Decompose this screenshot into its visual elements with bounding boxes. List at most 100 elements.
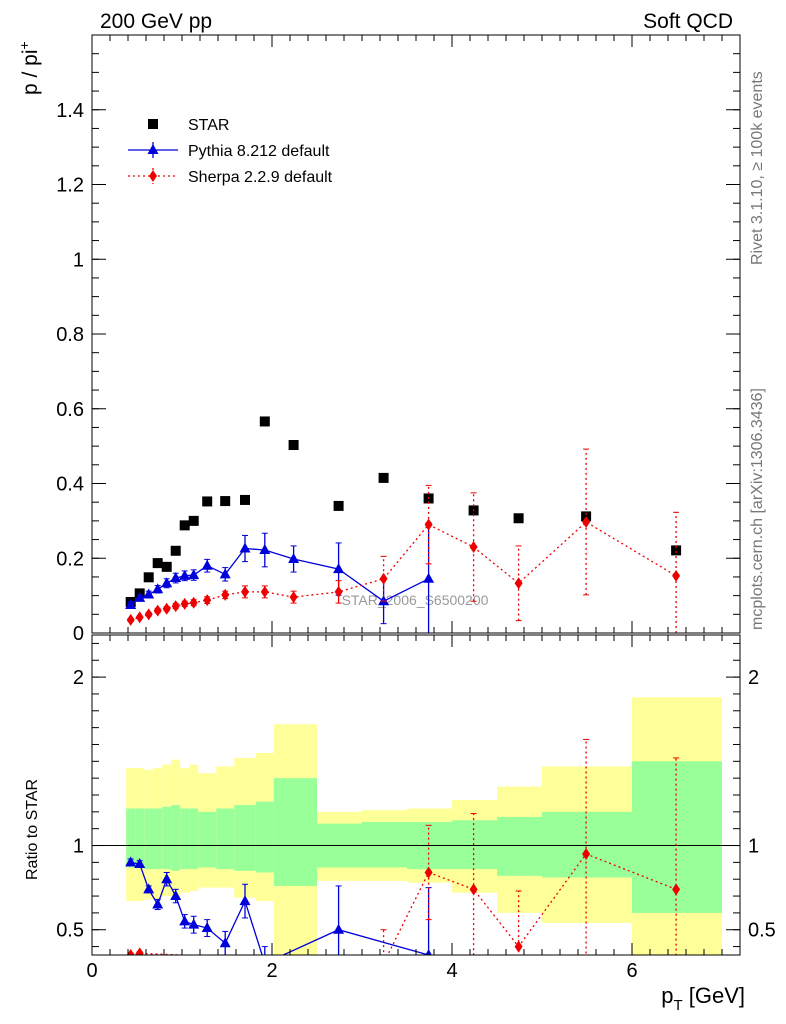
data-point xyxy=(170,545,181,556)
ratio-point xyxy=(424,866,433,879)
data-point xyxy=(221,588,230,601)
legend-label: Sherpa 2.2.9 default xyxy=(188,169,333,186)
legend-entry-2: Sherpa 2.2.9 default xyxy=(128,168,333,186)
main-y-tick-labels: 0 0.2 0.4 0.6 0.8 1 1.2 1.4 xyxy=(56,100,84,645)
data-point xyxy=(179,569,191,580)
data-point xyxy=(259,416,270,427)
data-point xyxy=(240,494,250,505)
data-point xyxy=(514,577,523,590)
data-point xyxy=(259,544,271,555)
ratio-point xyxy=(672,883,681,896)
main-panel: 00.20.40.60.811.21.4 STAR_2006_S6500200 … xyxy=(16,34,741,645)
x-axis-label-sub: T xyxy=(673,997,682,1014)
series-0 xyxy=(125,416,682,607)
legend-marker xyxy=(147,144,159,154)
band-green xyxy=(198,811,217,868)
band-green xyxy=(162,806,172,870)
data-point xyxy=(202,496,213,507)
ratio-y-label: Ratio to STAR xyxy=(24,779,41,880)
legend-label: Pythia 8.212 default xyxy=(188,143,330,160)
ratio-point xyxy=(425,949,432,955)
ratio-series-layer xyxy=(125,738,681,955)
data-point xyxy=(134,591,146,602)
x-axis-label-unit: [GeV] xyxy=(683,983,745,1008)
ratio-y-tick-label: 0.5 xyxy=(56,920,84,942)
y-tick-label: 1 xyxy=(73,249,84,271)
band-green xyxy=(171,805,181,871)
legend-label: STAR xyxy=(188,117,229,134)
data-point xyxy=(152,583,164,594)
ratio-point xyxy=(469,883,478,896)
ratio-y-tick-label: 2 xyxy=(73,667,84,689)
data-point xyxy=(220,496,231,507)
band-green xyxy=(135,808,145,868)
ratio-point xyxy=(143,883,155,894)
ratio-point xyxy=(179,915,191,926)
ratio-y-tick-label-right: 1 xyxy=(748,836,759,858)
data-point xyxy=(333,563,345,574)
y-tick-label: 0.4 xyxy=(56,474,84,496)
main-y-label: p / pi+ xyxy=(16,41,42,95)
ratio-y-tick-label-right: 0.5 xyxy=(748,920,776,942)
y-tick-label: 1.4 xyxy=(56,100,84,122)
x-tick-label: 6 xyxy=(626,960,637,982)
data-point xyxy=(143,572,154,583)
data-point xyxy=(582,515,591,528)
ratio-point xyxy=(125,856,137,867)
data-point xyxy=(162,602,171,615)
side-label-mcplots: mcplots.cern.ch [arXiv:1306.3436] xyxy=(749,388,766,630)
data-point xyxy=(378,472,389,483)
x-tick-label: 0 xyxy=(86,960,97,982)
series-2 xyxy=(126,448,681,634)
legend-marker xyxy=(148,119,158,129)
ratio-point xyxy=(582,847,591,860)
data-point xyxy=(201,559,213,570)
y-tick-label: 0.8 xyxy=(56,324,84,346)
ratio-series-1 xyxy=(126,738,681,955)
band-green xyxy=(255,801,274,873)
main-y-label-base: p / pi xyxy=(19,49,42,95)
data-point xyxy=(203,594,212,607)
band-green xyxy=(542,811,632,878)
data-point xyxy=(179,520,190,531)
data-point xyxy=(161,577,173,588)
x-axis-label: pT [GeV] xyxy=(661,983,745,1014)
x-tick-label: 4 xyxy=(446,960,457,982)
data-point xyxy=(125,598,137,609)
data-point xyxy=(333,500,344,511)
data-point xyxy=(379,572,388,585)
band-green xyxy=(362,821,407,868)
main-series-layer xyxy=(125,416,682,634)
data-point xyxy=(135,611,144,624)
data-point xyxy=(189,596,198,609)
data-point xyxy=(170,572,182,583)
ratio-point xyxy=(134,858,146,869)
main-y-label-sup: + xyxy=(16,41,32,49)
ratio-point xyxy=(201,922,213,933)
legend-entry-0: STAR xyxy=(148,117,229,134)
band-green xyxy=(126,808,136,868)
data-point xyxy=(153,604,162,617)
data-point xyxy=(126,613,135,626)
header-left: 200 GeV pp xyxy=(100,10,212,33)
ratio-line xyxy=(130,853,677,955)
data-point xyxy=(424,518,433,531)
ratio-y-tick-label: 1 xyxy=(73,836,84,858)
legend-entry-1: Pythia 8.212 default xyxy=(128,142,330,160)
data-point xyxy=(469,541,478,554)
x-axis-label-base: p xyxy=(661,983,673,1008)
y-tick-label: 0.6 xyxy=(56,399,84,421)
band-green xyxy=(452,820,497,870)
data-point xyxy=(334,585,343,598)
ratio-panel: 0.5 0.5 1 1 2 2 0 2 4 6 Ratio to STAR pT [GeV] xyxy=(24,634,776,1014)
band-green xyxy=(180,808,190,870)
ratio-series-0 xyxy=(125,856,432,955)
legend: STAR Pythia 8.212 default Sherpa 2.2.9 def… xyxy=(128,117,333,186)
data-point xyxy=(672,569,681,582)
data-point xyxy=(143,588,155,599)
data-point xyxy=(288,440,299,451)
data-point xyxy=(219,568,231,579)
data-point xyxy=(239,542,251,553)
ratio-y-tick-label-right: 2 xyxy=(748,667,759,689)
